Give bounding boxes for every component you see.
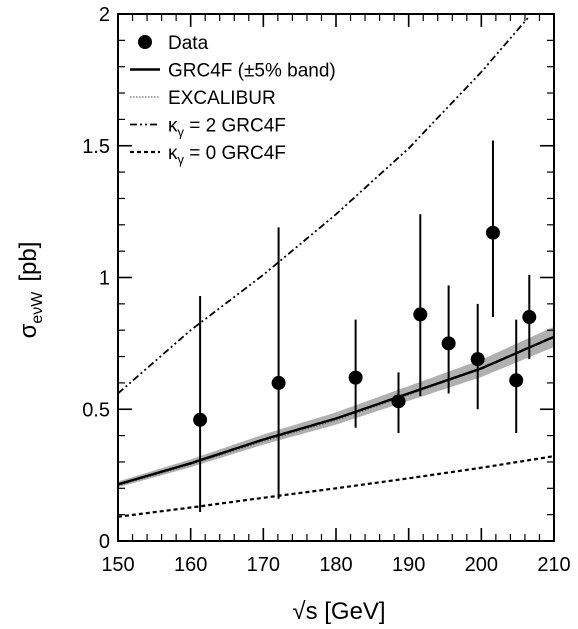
legend-item-data-label: Data	[168, 33, 209, 54]
data-point	[485, 225, 500, 240]
y-tick-label: 1	[99, 268, 110, 290]
x-tick-label: 190	[392, 554, 425, 576]
data-points-layer	[193, 140, 537, 513]
data-point	[391, 394, 406, 409]
x-tick-label: 160	[174, 554, 207, 576]
curve-layer	[117, 16, 555, 518]
y-axis-label-unit: [pb]	[15, 242, 42, 282]
data-point	[413, 307, 428, 322]
x-axis-label: √s [GeV]	[292, 598, 385, 625]
legend-item-k2-label: κγ = 2 GRC4F	[168, 116, 286, 140]
data-point	[193, 412, 208, 427]
x-tick-label: 200	[465, 554, 498, 576]
legend-item-grc4f-label: GRC4F (±5% band)	[168, 61, 336, 82]
curve-grc4f	[117, 335, 555, 486]
data-point	[470, 352, 485, 367]
x-tick-label: 210	[537, 554, 570, 576]
y-axis-label: σeνW [pb]	[15, 242, 46, 339]
y-tick-label: 0.5	[82, 399, 110, 421]
legend-item-excalibur-label: EXCALIBUR	[168, 88, 276, 109]
y-axis-label-main: σ	[15, 323, 42, 338]
x-tick-label: 170	[247, 554, 280, 576]
legend: Data GRC4F (±5% band) EXCALIBUR κγ = 2 GRC4…	[130, 33, 336, 167]
data-point	[522, 310, 537, 325]
y-tick-label: 2	[99, 4, 110, 26]
curve-k0	[117, 455, 555, 518]
data-point	[271, 375, 286, 390]
x-tick-label: 150	[101, 554, 134, 576]
grc4f-uncertainty-band	[118, 326, 554, 488]
data-point	[441, 336, 456, 351]
data-point	[348, 370, 363, 385]
y-tick-label: 0	[99, 531, 110, 553]
grc4f-band-layer	[118, 326, 554, 488]
x-tick-label: 180	[319, 554, 352, 576]
y-axis-label-sub: eνW	[29, 291, 46, 324]
legend-item-data-marker	[138, 35, 152, 49]
data-point	[509, 373, 524, 388]
curve-k2	[117, 16, 530, 395]
y-tick-label: 1.5	[82, 136, 110, 158]
axes-layer: 150 160 170 180 190 200 210 0 0.5 1 1.5 2	[82, 4, 571, 576]
legend-item-k0-label: κγ = 0 GRC4F	[168, 143, 286, 167]
